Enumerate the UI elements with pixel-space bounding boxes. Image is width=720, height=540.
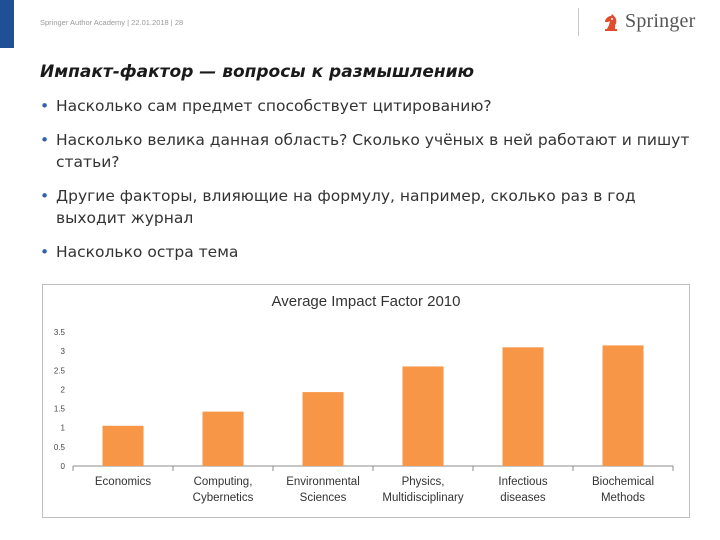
category-label: Physics, <box>402 476 445 488</box>
y-tick-label: 2 <box>61 385 66 394</box>
header-meta: Springer Author Academy | 22.01.2018 | 2… <box>40 18 184 27</box>
bar <box>302 392 344 466</box>
knight-chess-piece-icon <box>605 13 617 31</box>
bar <box>502 347 544 466</box>
logo-text: Springer <box>625 10 696 32</box>
category-label: Sciences <box>300 492 347 504</box>
bullet-dot: • <box>40 187 50 205</box>
y-tick-label: 0.5 <box>54 443 66 452</box>
bar <box>202 411 244 466</box>
y-tick-label: 3 <box>61 347 66 356</box>
bullet-dot: • <box>40 97 50 115</box>
bar-chart: Average Impact Factor 2010 0 0.5 1 1.5 2 2.5 3… <box>42 284 690 518</box>
chart-plot: 0 0.5 1 1.5 2 2.5 3 3.5 Economics Computing, Cyber… <box>54 328 674 504</box>
bar <box>602 345 644 466</box>
springer-logo: Springer <box>600 10 695 33</box>
header-divider <box>578 8 579 36</box>
category-label: diseases <box>500 492 546 504</box>
category-label: Environmental <box>286 476 360 488</box>
bar <box>402 366 444 466</box>
y-tick-label: 3.5 <box>54 328 66 337</box>
y-tick-label: 1 <box>61 424 66 433</box>
brand-accent-bar <box>0 0 14 48</box>
bullet-item: • Другие факторы, влияющие на формулу, на… <box>40 187 636 227</box>
bullet-item: • Насколько велика данная область? Скольк… <box>40 131 690 171</box>
bullet-dot: • <box>40 131 50 149</box>
bullet-dot: • <box>40 243 50 261</box>
category-label: Computing, <box>194 476 253 488</box>
bullet-list: • Насколько сам предмет способствует цити… <box>40 95 700 275</box>
category-label: Economics <box>95 476 151 488</box>
category-label: Multidisciplinary <box>382 492 463 504</box>
y-tick-label: 2.5 <box>54 366 66 375</box>
category-label: Biochemical <box>592 476 654 488</box>
category-label: Cybernetics <box>193 492 254 504</box>
bullet-item: • Насколько остра тема <box>40 243 239 261</box>
bullet-item: • Насколько сам предмет способствует цити… <box>40 97 492 115</box>
bar <box>102 425 144 466</box>
y-tick-label: 1.5 <box>54 405 66 414</box>
y-tick-label: 0 <box>61 462 66 471</box>
slide-title: Импакт-фактор — вопросы к размышлению <box>40 62 475 82</box>
category-label: Methods <box>601 492 645 504</box>
category-label: Infectious <box>498 476 547 488</box>
chart-title: Average Impact Factor 2010 <box>271 293 461 310</box>
